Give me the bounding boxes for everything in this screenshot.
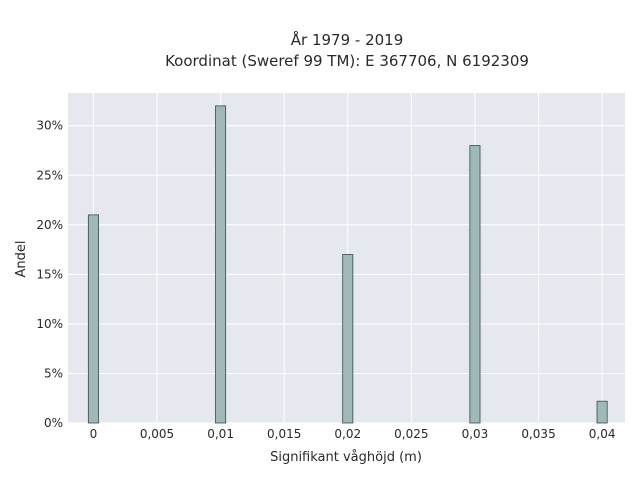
x-tick-label: 0,02 (334, 427, 361, 441)
x-axis-ticks: 0 0,005 0,01 0,015 0,02 0,025 0,03 0,035 0,04 (90, 427, 616, 441)
x-tick-label: 0,025 (394, 427, 428, 441)
bars (87, 105, 608, 424)
x-tick-label: 0,005 (140, 427, 174, 441)
histogram-bar (342, 254, 354, 424)
y-tick-label: 30% (36, 119, 63, 133)
y-tick-label: 0% (44, 416, 63, 430)
histogram-bar (87, 214, 99, 424)
x-tick-label: 0,015 (267, 427, 301, 441)
y-tick-label: 25% (36, 168, 63, 182)
chart-title: År 1979 - 2019 Koordinat (Sweref 99 TM):… (165, 30, 529, 70)
x-tick-label: 0,03 (462, 427, 489, 441)
x-tick-label: 0 (90, 427, 98, 441)
histogram-bar (596, 400, 608, 424)
histogram-bar (215, 105, 227, 424)
x-tick-label: 0,035 (521, 427, 555, 441)
y-axis-title: Andel (14, 241, 29, 278)
x-axis-title: Signifikant våghöjd (m) (270, 450, 422, 465)
chart-title-line-2: Koordinat (Sweref 99 TM): E 367706, N 61… (165, 52, 529, 70)
x-tick-label: 0,01 (207, 427, 234, 441)
histogram-bar (469, 145, 481, 424)
y-tick-label: 15% (36, 267, 63, 281)
y-axis-ticks: 0% 5% 10% 15% 20% 25% 30% (36, 119, 63, 430)
x-tick-label: 0,04 (589, 427, 616, 441)
chart-title-line-1: År 1979 - 2019 (291, 30, 404, 49)
y-tick-label: 5% (44, 366, 63, 380)
y-tick-label: 10% (36, 317, 63, 331)
y-tick-label: 20% (36, 218, 63, 232)
